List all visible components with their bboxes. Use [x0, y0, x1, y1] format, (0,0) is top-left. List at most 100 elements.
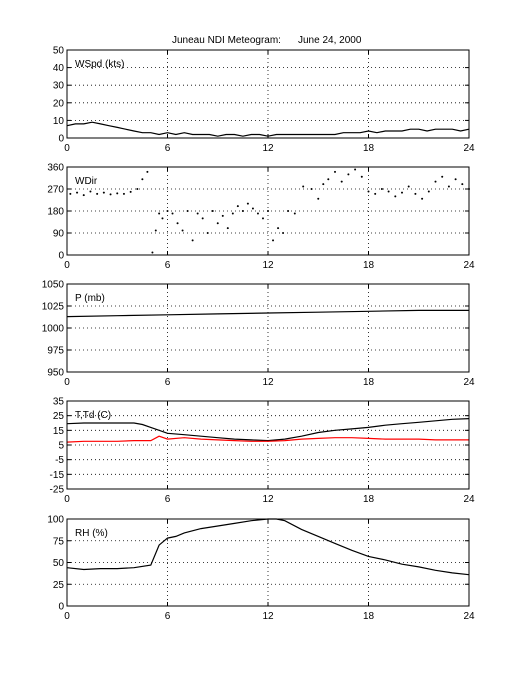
series-line-2	[66, 435, 469, 443]
panel-4: 0 6 12 18 24 -25 -15 -5 5 15 25 35 T,Td (C)	[50, 397, 475, 506]
y-tick-label: 360	[47, 163, 64, 174]
data-point	[171, 212, 174, 215]
y-tick-label: 1050	[42, 280, 65, 291]
x-tick-label: 6	[165, 377, 171, 388]
data-point	[327, 178, 330, 181]
panel-label: T,Td (C)	[75, 410, 111, 421]
x-tick-label: 24	[463, 260, 475, 271]
data-point	[427, 190, 430, 193]
data-point	[231, 212, 234, 215]
x-tick-label: 24	[463, 377, 475, 388]
data-point	[302, 185, 305, 188]
x-tick-label: 12	[262, 260, 274, 271]
data-point	[216, 222, 219, 225]
x-tick-label: 0	[64, 260, 70, 271]
data-point	[282, 232, 285, 234]
x-tick-label: 12	[262, 494, 274, 505]
x-tick-label: 6	[165, 143, 171, 154]
y-tick-label: 50	[53, 558, 65, 569]
x-tick-label: 24	[463, 494, 475, 505]
panel-label: WDir	[75, 176, 98, 187]
y-tick-label: 35	[53, 397, 65, 408]
data-point	[347, 173, 350, 176]
y-tick-label: 950	[47, 368, 64, 379]
panel-1: 0 6 12 18 24 0 10 20 30 40 50 WSpd (kts)	[53, 46, 475, 155]
chart-date: June 24, 2000	[298, 35, 362, 46]
data-point	[69, 192, 72, 195]
data-point	[146, 170, 149, 173]
y-tick-label: 90	[53, 229, 65, 240]
x-tick-label: 0	[64, 611, 70, 622]
y-tick-label: 1000	[42, 324, 65, 335]
data-point	[201, 217, 204, 220]
data-point	[434, 180, 437, 183]
y-tick-label: 25	[53, 411, 65, 422]
data-point	[181, 229, 184, 232]
data-point	[360, 175, 363, 178]
data-point	[277, 227, 280, 230]
data-point	[116, 192, 119, 195]
data-point	[454, 178, 457, 181]
data-point	[461, 183, 464, 186]
x-tick-label: 18	[363, 611, 375, 622]
data-point	[317, 197, 320, 200]
panel-label: RH (%)	[75, 528, 108, 539]
data-point	[241, 210, 244, 212]
x-tick-label: 0	[64, 143, 70, 154]
y-tick-label: 180	[47, 207, 64, 218]
data-point	[380, 188, 383, 190]
y-tick-label: -15	[50, 470, 65, 481]
x-tick-label: 24	[463, 611, 475, 622]
y-tick-label: 0	[58, 602, 64, 613]
data-point	[151, 251, 154, 254]
data-point	[221, 214, 224, 217]
data-point	[334, 170, 336, 173]
data-point	[102, 191, 105, 194]
data-point	[261, 217, 264, 220]
y-tick-label: 10	[53, 116, 65, 127]
y-tick-label: 270	[47, 185, 64, 196]
data-point	[236, 205, 239, 208]
data-point	[226, 227, 229, 230]
x-tick-label: 18	[363, 494, 375, 505]
data-point	[136, 188, 139, 190]
y-tick-label: 0	[58, 251, 64, 262]
data-point	[196, 212, 199, 215]
x-tick-label: 6	[165, 611, 171, 622]
data-point	[340, 180, 343, 183]
y-tick-label: 75	[53, 536, 65, 547]
data-point	[141, 178, 144, 181]
x-tick-label: 0	[64, 494, 70, 505]
y-tick-label: -25	[50, 485, 65, 496]
data-point	[407, 185, 410, 188]
data-point	[211, 210, 214, 212]
y-tick-label: 20	[53, 98, 65, 109]
y-tick-label: 100	[47, 515, 64, 526]
y-tick-label: 5	[58, 441, 64, 452]
y-tick-label: 25	[53, 580, 65, 591]
x-tick-label: 18	[363, 260, 375, 271]
chart-title: Juneau NDI Meteogram:	[172, 35, 281, 46]
x-tick-label: 18	[363, 377, 375, 388]
data-point	[421, 197, 424, 200]
series-line-1	[66, 121, 470, 137]
x-tick-label: 6	[165, 260, 171, 271]
data-point	[76, 191, 79, 194]
panel-label: WSpd (kts)	[75, 59, 124, 70]
data-point	[394, 195, 397, 198]
data-point	[166, 210, 169, 212]
x-tick-label: 6	[165, 494, 171, 505]
panel-2: 0 6 12 18 24 0 90 180 270 360 WDir	[47, 163, 475, 272]
series-line-1	[66, 518, 470, 576]
series-line-1	[66, 309, 469, 318]
y-tick-label: 50	[53, 46, 65, 57]
data-point	[322, 183, 325, 186]
x-tick-label: 18	[363, 143, 375, 154]
data-point	[441, 175, 444, 178]
data-point	[154, 229, 157, 232]
panel-label: P (mb)	[75, 293, 105, 304]
data-point	[287, 210, 290, 212]
data-point	[354, 168, 357, 171]
